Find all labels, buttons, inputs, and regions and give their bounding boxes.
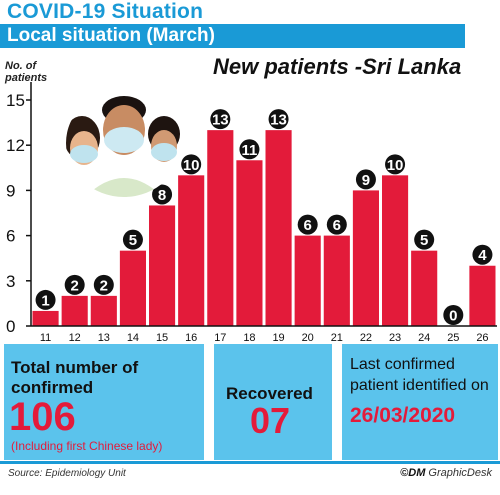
- data-label-bubble: [268, 109, 289, 130]
- x-tick-label: 14: [127, 332, 139, 344]
- recovered-panel: Recovered 07: [214, 344, 332, 460]
- last-label-line2: patient identified on: [350, 377, 489, 394]
- data-label: 2: [71, 277, 79, 294]
- x-tick-label: 15: [156, 332, 168, 344]
- y-tick-label: 6: [6, 227, 15, 246]
- credit-text: GraphicDesk: [425, 467, 492, 479]
- bar: [90, 295, 117, 326]
- data-label-bubble: [93, 274, 114, 295]
- y-tick-label: 0: [6, 317, 15, 336]
- data-label-bubble: [472, 244, 493, 265]
- data-label: 13: [212, 112, 229, 129]
- x-tick-label: 26: [476, 332, 488, 344]
- data-label-bubble: [355, 169, 376, 190]
- graphic-credit: ©DM GraphicDesk: [400, 467, 492, 479]
- data-label: 13: [270, 112, 287, 129]
- data-label: 10: [183, 157, 200, 174]
- page-subtitle: Local situation (March): [7, 25, 215, 46]
- bar: [469, 265, 496, 326]
- x-tick-label: 12: [69, 332, 81, 344]
- total-confirmed-panel: Total number of confirmed 106 (Including…: [4, 344, 204, 460]
- data-label-bubble: [64, 274, 85, 295]
- bar-chart: 0369121511121221351481510161317111813196…: [6, 82, 497, 344]
- credit-brand: ©DM: [400, 467, 426, 479]
- bar: [119, 250, 146, 326]
- total-label-line2: confirmed: [11, 378, 94, 397]
- x-tick-label: 17: [214, 332, 226, 344]
- recovered-label: Recovered: [226, 384, 313, 403]
- x-tick-label: 11: [40, 332, 51, 344]
- x-tick-label: 20: [302, 332, 314, 344]
- data-label-bubble: [210, 109, 231, 130]
- total-confirmed-value: 106: [9, 395, 76, 439]
- x-tick-label: 24: [418, 332, 430, 344]
- last-label-line1: Last confirmed: [350, 356, 455, 373]
- total-note: (Including first Chinese lady): [11, 439, 163, 453]
- data-label: 11: [242, 142, 258, 159]
- source-note: Source: Epidemiology Unit: [8, 468, 126, 479]
- bar: [411, 250, 438, 326]
- bar: [207, 130, 234, 326]
- data-label: 10: [387, 157, 404, 174]
- page-title: COVID-19 Situation: [7, 0, 204, 23]
- data-label: 2: [100, 277, 108, 294]
- masked-people-photo: [66, 89, 182, 197]
- subtitle-bar: Local situation (March): [0, 24, 465, 48]
- y-axis-label: No. of patients: [5, 60, 48, 84]
- data-label-bubble: [35, 289, 56, 310]
- bar: [352, 190, 379, 326]
- bar: [323, 235, 350, 326]
- data-label-bubble: [239, 139, 260, 160]
- last-confirmed-panel: Last confirmed patient identified on 26/…: [342, 344, 498, 460]
- data-label: 0: [449, 308, 457, 325]
- data-label: 8: [158, 187, 166, 204]
- y-tick-label: 3: [6, 272, 15, 291]
- bar: [265, 130, 292, 326]
- y-tick-label: 12: [6, 136, 25, 155]
- y-tick-label: 9: [6, 181, 15, 200]
- data-label-bubble: [385, 154, 406, 175]
- last-confirmed-date: 26/03/2020: [350, 404, 456, 427]
- data-label: 6: [304, 217, 312, 234]
- x-tick-label: 21: [331, 332, 343, 344]
- x-tick-label: 18: [243, 332, 255, 344]
- bar: [294, 235, 321, 326]
- data-label: 5: [129, 232, 137, 249]
- total-label-line1: Total number of: [11, 358, 139, 377]
- recovered-value: 07: [250, 400, 291, 441]
- x-tick-label: 25: [447, 332, 459, 344]
- data-label-bubble: [181, 154, 202, 175]
- data-label: 6: [333, 217, 341, 234]
- data-label-bubble: [414, 229, 435, 250]
- data-label: 1: [41, 292, 49, 309]
- data-label-bubble: [326, 214, 347, 235]
- x-tick-label: 23: [389, 332, 401, 344]
- bar: [32, 310, 59, 326]
- chart-title: New patients -Sri Lanka: [213, 54, 462, 79]
- data-label: 9: [362, 172, 370, 189]
- data-label-bubble: [443, 305, 464, 325]
- data-label-bubble: [152, 184, 173, 205]
- x-tick-label: 16: [185, 332, 197, 344]
- bar: [149, 205, 176, 326]
- footer-divider: [0, 461, 500, 464]
- bar: [61, 295, 88, 326]
- y-tick-label: 15: [6, 91, 25, 110]
- data-label-bubble: [297, 214, 318, 235]
- data-label: 4: [478, 247, 487, 264]
- bar: [178, 175, 205, 326]
- bar: [236, 160, 263, 326]
- x-tick-label: 19: [272, 332, 284, 344]
- data-label: 5: [420, 232, 428, 249]
- bar: [382, 175, 409, 326]
- x-tick-label: 22: [360, 332, 372, 344]
- x-tick-label: 13: [98, 332, 110, 344]
- data-label-bubble: [122, 229, 143, 250]
